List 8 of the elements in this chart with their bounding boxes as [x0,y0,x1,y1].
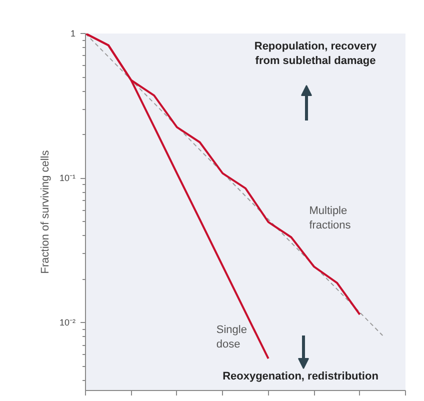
series-label: Single dose [216,324,247,351]
y-axis-title: Fraction of surviving cells [39,150,52,274]
annotation: Reoxygenation, redistribution [222,370,379,382]
series-label: Multiple fractions [309,204,352,232]
y-tick-label: 1 [70,28,76,38]
annotation: Repopulation, recovery from sublethal damage [254,40,378,67]
y-tick-label: 10⁻² [59,318,76,328]
y-tick-label: 10⁻¹ [59,173,76,184]
